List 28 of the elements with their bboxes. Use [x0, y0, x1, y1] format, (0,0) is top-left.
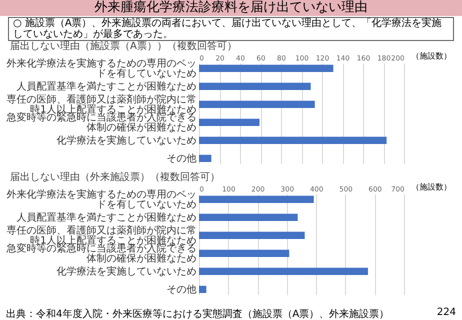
y-tick-label: その他 [166, 152, 196, 164]
chart-title: 外来腫瘍化学療法診療料を届け出ていない理由 [0, 0, 462, 16]
y-tick-label: 人員配置基準を満たすことが困難なため [16, 211, 196, 224]
bar [199, 136, 387, 144]
x-axis-title: （施設数） [411, 52, 452, 60]
bar [199, 214, 298, 221]
bar [199, 196, 314, 203]
bar [199, 268, 368, 275]
bar [199, 250, 290, 257]
text: ○ 施設票（A票）、外来施設票の両者において、届け出ていない理由として、「化学療法を実施していないため」が最多であった。 [8, 17, 454, 41]
text: 届出しない理由（外来施設票）（複数回答可） [9, 172, 221, 183]
y-tick-label: 化学療法を実施していないため [56, 265, 196, 278]
source-note: 出典：令和4年度入院・外来医療等における実態調査（施設票（A票）、外来施設票） [6, 308, 390, 320]
bar [199, 286, 206, 293]
y-tick-label: 化学療法を実施していないため [56, 134, 196, 146]
bar [199, 64, 334, 72]
x-axis-title: （施設数） [411, 182, 452, 192]
bar [199, 100, 315, 108]
chart-subtitle: 届出しない理由（施設票（A票））（複数回答可） [9, 41, 238, 52]
y-tick-label: その他 [166, 283, 196, 296]
y-tick-label: 外来化学療法を実施するための専用のベッドを有していないため [6, 57, 196, 80]
bar [199, 154, 212, 162]
bar [199, 82, 311, 90]
bar [199, 232, 305, 239]
y-tick-label: 人員配置基準を満たすことが困難なため [16, 80, 196, 92]
text: 224 [436, 307, 456, 320]
bar [199, 118, 260, 126]
y-tick-label: 外来化学療法を実施するための専用のベッドを有していないため [6, 188, 196, 210]
